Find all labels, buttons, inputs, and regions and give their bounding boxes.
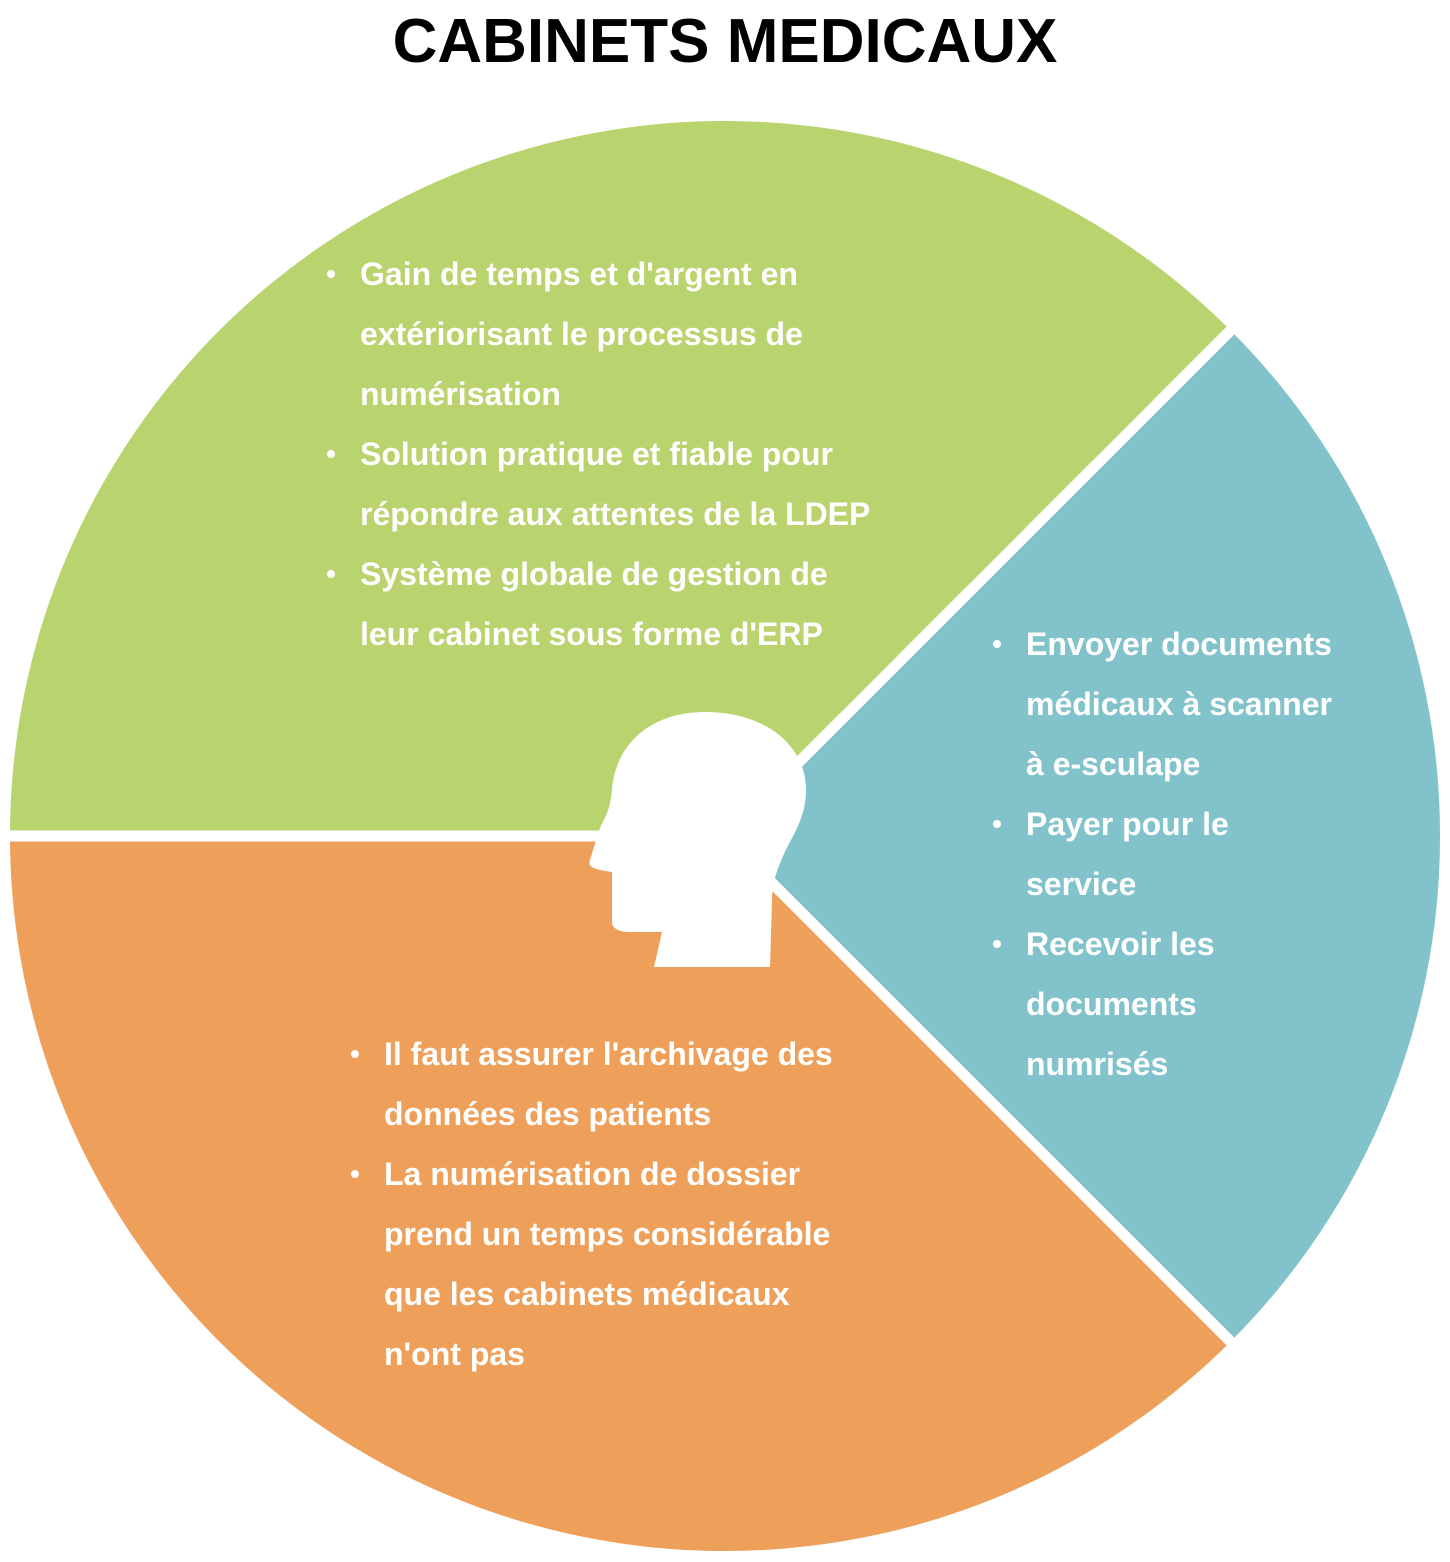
list-item-line: numérisation: [360, 376, 561, 412]
list-item-line: leur cabinet sous forme d'ERP: [360, 616, 823, 652]
list-item: Envoyer documents médicaux à scanner à e…: [993, 614, 1332, 794]
list-item-line: prend un temps considérable: [384, 1216, 831, 1252]
separator-upper-right: [721, 317, 1244, 840]
bullet-icon: [351, 1170, 359, 1178]
list-item: Gain de temps et d'argent en extériorisa…: [327, 244, 870, 424]
list-item-line: numrisés: [1026, 1046, 1169, 1082]
segment-bottom-list: Il faut assurer l'archivage des données …: [351, 1024, 833, 1384]
list-item-line: répondre aux attentes de la LDEP: [360, 496, 871, 532]
bullet-icon: [351, 1050, 359, 1058]
segment-right-list: Envoyer documents médicaux à scanner à e…: [993, 614, 1332, 1094]
list-item-line: service: [1026, 866, 1137, 902]
list-item: Il faut assurer l'archivage des données …: [351, 1024, 833, 1144]
list-item-line: extériorisant le processus de: [360, 316, 803, 352]
list-item-line: La numérisation de dossier: [384, 1156, 801, 1192]
list-item-line: documents: [1026, 986, 1197, 1022]
list-item-line: données des patients: [384, 1096, 712, 1132]
list-item-line: à e-sculape: [1026, 746, 1201, 782]
list-item-line: Recevoir les: [1026, 926, 1215, 962]
human-head-icon: [589, 712, 806, 967]
list-item-line: médicaux à scanner: [1026, 686, 1332, 722]
list-item-line: Payer pour le: [1026, 806, 1229, 842]
list-item: Système globale de gestion de leur cabin…: [327, 544, 870, 664]
segment-top-text: Gain de temps et d'argent en extériorisa…: [327, 244, 871, 664]
segment-top-shape: [9, 120, 1231, 837]
list-item-line: Il faut assurer l'archivage des: [384, 1036, 833, 1072]
bullet-icon: [327, 570, 335, 578]
bullet-icon: [993, 640, 1001, 648]
list-item-line: n'ont pas: [384, 1336, 525, 1372]
list-item-line: Solution pratique et fiable pour: [360, 436, 833, 472]
segment-top-list: Gain de temps et d'argent en extériorisa…: [327, 244, 871, 664]
bullet-icon: [327, 270, 335, 278]
list-item-line: Gain de temps et d'argent en: [360, 256, 798, 292]
list-item: Payer pour le service: [993, 794, 1332, 914]
list-item-line: Envoyer documents: [1026, 626, 1332, 662]
list-item-line: Système globale de gestion de: [360, 556, 828, 592]
list-item: La numérisation de dossier prend un temp…: [351, 1144, 833, 1384]
separator-lower-right: [721, 832, 1244, 1355]
segment-bottom-shape: [10, 836, 1231, 1552]
segment-right-shape: [725, 330, 1441, 1342]
list-item: Solution pratique et fiable pour répondr…: [327, 424, 871, 544]
segment-right-text: Envoyer documents médicaux à scanner à e…: [993, 614, 1332, 1094]
bullet-icon: [993, 820, 1001, 828]
bullet-icon: [993, 940, 1001, 948]
list-item: Recevoir les documents numrisés: [993, 914, 1332, 1094]
bullet-icon: [327, 450, 335, 458]
segment-bottom-text: Il faut assurer l'archivage des données …: [351, 1024, 833, 1384]
page-title: CABINETS MEDICAUX: [392, 7, 1058, 76]
list-item-line: que les cabinets médicaux: [384, 1276, 790, 1312]
